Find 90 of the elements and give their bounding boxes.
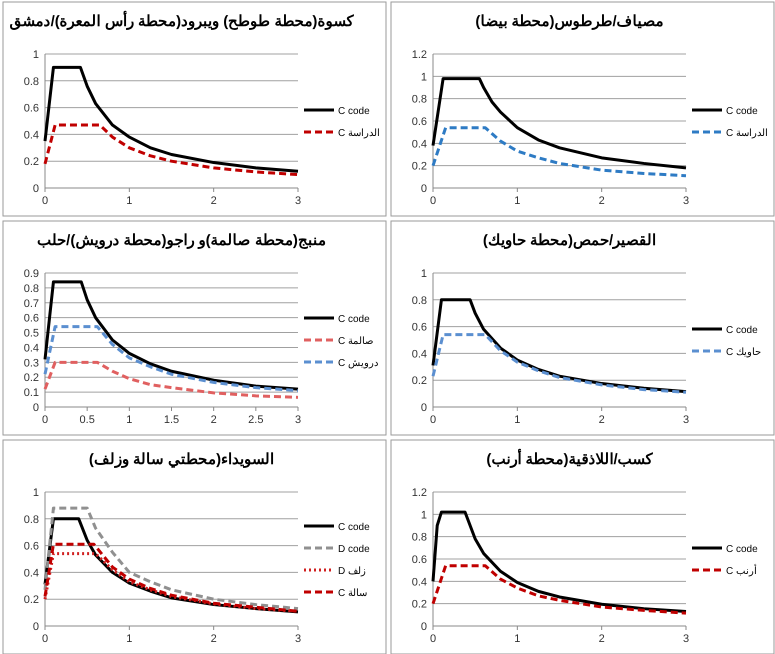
x-tick-label: 3	[294, 195, 302, 207]
x-tick-label: 3	[294, 414, 302, 426]
y-tick-label: 0.4	[412, 348, 427, 360]
x-tick-label: 3	[682, 195, 690, 207]
x-tick-label: 2	[210, 633, 217, 645]
x-tick-label: 2	[598, 195, 605, 207]
y-tick-label: 0.2	[24, 156, 39, 168]
y-tick-label: 0	[32, 183, 39, 195]
y-tick-label: 0.8	[24, 76, 39, 88]
x-tick-label: 1	[126, 195, 132, 207]
x-tick-label: 3	[682, 414, 690, 426]
y-tick-label: 0.6	[24, 540, 39, 553]
x-tick-label: 1	[514, 414, 520, 426]
x-tick-label: 3	[682, 633, 690, 645]
legend-label: C code	[338, 522, 370, 533]
y-tick-label: 0	[32, 402, 39, 414]
y-tick-label: 0.5	[24, 328, 39, 340]
legend-label: C صالمة	[338, 336, 373, 347]
y-tick-label: 1.2	[412, 487, 427, 499]
y-tick-label: 0.6	[24, 102, 39, 115]
legend-label: C حاويك	[726, 347, 761, 358]
x-tick-label: 2	[210, 414, 217, 426]
y-tick-label: 0.8	[24, 282, 39, 295]
y-tick-label: 0	[420, 402, 427, 414]
x-tick-label: 1	[514, 633, 520, 645]
x-tick-label: 1.5	[164, 414, 180, 426]
y-tick-label: 0.6	[24, 312, 39, 325]
x-tick-label: 1	[126, 633, 132, 645]
y-tick-label: 1	[32, 487, 39, 499]
legend-label: C أرنب	[726, 566, 757, 577]
y-tick-label: 1	[420, 268, 427, 280]
y-tick-label: 1.2	[412, 49, 427, 61]
x-tick-label: 0	[42, 633, 48, 645]
title: القصير/حمص(محطة حاويك)	[482, 232, 656, 249]
legend-label: D code	[338, 544, 370, 555]
legend-label: C code	[726, 325, 758, 336]
y-tick-label: 0.3	[24, 357, 39, 370]
y-tick-label: 0.4	[412, 576, 427, 588]
y-tick-label: 0.2	[412, 598, 427, 611]
y-tick-label: 0.8	[24, 514, 39, 526]
y-tick-label: 0.6	[412, 554, 427, 566]
x-tick-label: 1	[514, 195, 520, 207]
title: مصياف/طرطوس(محطة بيضا)	[475, 13, 664, 30]
y-tick-label: 0.8	[412, 294, 427, 307]
y-tick-label: 0.1	[24, 387, 39, 400]
legend-label: C درويش	[338, 358, 378, 369]
legend-label: C الدراسة	[338, 128, 380, 139]
y-tick-label: 0.7	[24, 298, 39, 310]
y-tick-label: 0.2	[24, 372, 39, 384]
title: كسب/اللاذقية(محطة أرنب)	[486, 451, 653, 468]
y-tick-label: 0.6	[412, 322, 427, 334]
title: كسوة(محطة طوطح) ويبرود(محطة رأس المعرة)/دمشق	[10, 13, 354, 30]
x-tick-label: 3	[294, 633, 302, 645]
y-tick-label: 0	[420, 621, 427, 633]
y-tick-label: 1	[420, 509, 427, 522]
x-tick-label: 2	[598, 633, 605, 645]
y-tick-label: 0.2	[412, 375, 427, 388]
legend-label: C code	[338, 106, 370, 117]
x-tick-label: 0	[430, 633, 436, 645]
x-tick-label: 2	[210, 195, 217, 207]
y-tick-label: 0	[32, 621, 39, 633]
y-tick-label: 0.8	[412, 94, 427, 106]
y-tick-label: 0.8	[412, 532, 427, 544]
title: منبج(محطة صالمة)و راجو(محطة درويش)/حلب	[37, 232, 326, 249]
x-tick-label: 0	[42, 195, 48, 207]
legend-label: C code	[726, 106, 758, 117]
y-tick-label: 0.2	[412, 160, 427, 173]
legend-label: C code	[338, 314, 370, 325]
y-tick-label: 0	[420, 183, 427, 195]
y-tick-label: 0.6	[412, 116, 427, 128]
x-tick-label: 0	[42, 414, 48, 426]
y-tick-label: 0.4	[412, 138, 427, 150]
y-tick-label: 0.4	[24, 567, 39, 580]
y-tick-label: 0.2	[24, 594, 39, 606]
y-tick-label: 0.4	[24, 129, 39, 142]
x-tick-label: 0	[430, 414, 436, 426]
legend-label: C الدراسة	[726, 128, 768, 139]
title: السويداء(محطتي سالة وزلف)	[88, 451, 274, 468]
y-tick-label: 1	[32, 49, 39, 61]
y-tick-label: 0.4	[24, 342, 39, 354]
x-tick-label: 2.5	[248, 414, 264, 426]
legend-label: C سالة	[338, 588, 367, 599]
x-tick-label: 0.5	[80, 414, 95, 426]
legend-label: C code	[726, 544, 758, 555]
x-tick-label: 2	[598, 414, 605, 426]
x-tick-label: 1	[126, 414, 132, 426]
y-tick-label: 1	[420, 71, 427, 84]
legend-label: D زلف	[338, 566, 366, 577]
x-tick-label: 0	[430, 195, 436, 207]
y-tick-label: 0.9	[24, 268, 39, 280]
